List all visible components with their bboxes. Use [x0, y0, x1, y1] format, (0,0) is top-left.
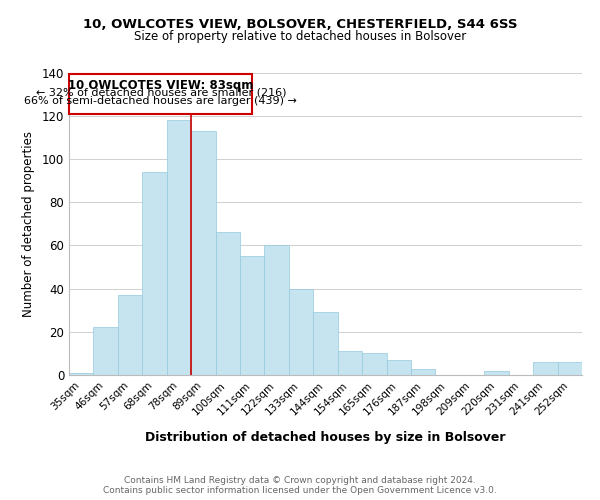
Bar — [557, 362, 582, 375]
Bar — [142, 172, 167, 375]
Text: ← 32% of detached houses are smaller (216): ← 32% of detached houses are smaller (21… — [35, 88, 286, 98]
Bar — [69, 373, 94, 375]
Text: 10 OWLCOTES VIEW: 83sqm: 10 OWLCOTES VIEW: 83sqm — [68, 79, 254, 92]
Bar — [289, 288, 313, 375]
Bar — [265, 246, 289, 375]
Bar — [386, 360, 411, 375]
Bar — [338, 351, 362, 375]
Bar — [118, 295, 142, 375]
Text: 66% of semi-detached houses are larger (439) →: 66% of semi-detached houses are larger (… — [25, 96, 297, 106]
Bar — [313, 312, 338, 375]
Text: Size of property relative to detached houses in Bolsover: Size of property relative to detached ho… — [134, 30, 466, 43]
Bar — [167, 120, 191, 375]
Y-axis label: Number of detached properties: Number of detached properties — [22, 130, 35, 317]
FancyBboxPatch shape — [70, 74, 252, 114]
Text: Contains public sector information licensed under the Open Government Licence v3: Contains public sector information licen… — [103, 486, 497, 495]
Text: Contains HM Land Registry data © Crown copyright and database right 2024.: Contains HM Land Registry data © Crown c… — [124, 476, 476, 485]
X-axis label: Distribution of detached houses by size in Bolsover: Distribution of detached houses by size … — [145, 430, 506, 444]
Bar — [191, 131, 215, 375]
Bar — [215, 232, 240, 375]
Text: 10, OWLCOTES VIEW, BOLSOVER, CHESTERFIELD, S44 6SS: 10, OWLCOTES VIEW, BOLSOVER, CHESTERFIEL… — [83, 18, 517, 30]
Bar — [484, 370, 509, 375]
Bar — [411, 368, 436, 375]
Bar — [533, 362, 557, 375]
Bar — [94, 328, 118, 375]
Bar — [362, 354, 386, 375]
Bar — [240, 256, 265, 375]
